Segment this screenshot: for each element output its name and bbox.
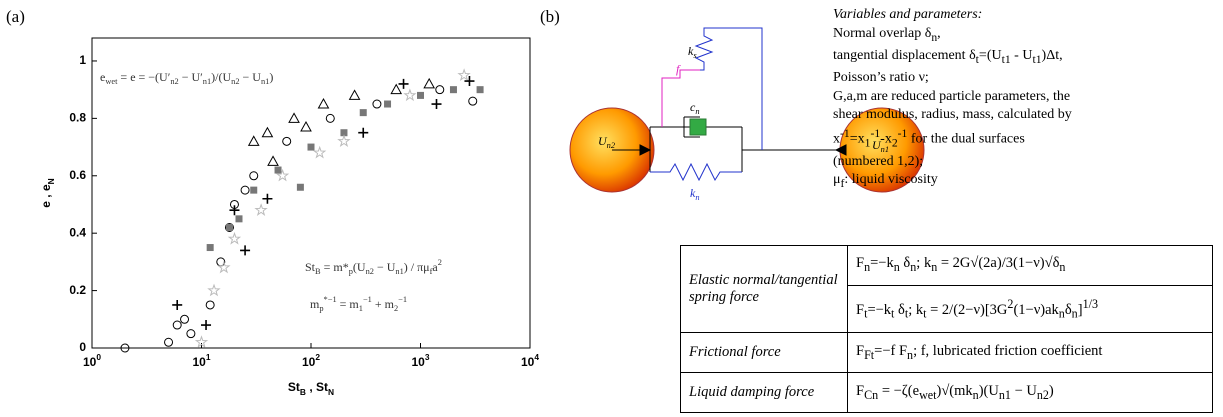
- point: [297, 184, 304, 191]
- point: [384, 101, 391, 108]
- y-tick-label: 0.6: [69, 168, 86, 182]
- notes: Variables and parameters:Normal overlap …: [833, 6, 1072, 193]
- page: (a) (b) 0 0.2 0.4 0.6 0.8 1 100 101 102 103 104 StB…: [0, 0, 1223, 417]
- note-line: Normal overlap δn,: [833, 25, 1072, 47]
- point: [350, 90, 360, 99]
- y-axis-label: e , eN: [39, 178, 56, 207]
- table-cell: FFt=−f Fn; f, lubricated friction coeffi…: [848, 333, 1213, 373]
- table-cell: Liquid damping force: [681, 373, 848, 413]
- point: [432, 99, 442, 109]
- x-tick-label: 103: [411, 352, 429, 369]
- point: [165, 338, 173, 346]
- point: [229, 233, 240, 243]
- note-line: Variables and parameters:: [833, 6, 1072, 25]
- point: [172, 300, 182, 310]
- point: [173, 321, 181, 329]
- point: [339, 136, 350, 146]
- annotation: StB = m*p(Un2 − Un1) / πμfa2: [305, 258, 442, 276]
- diagram-label: kn: [690, 186, 700, 203]
- point: [314, 147, 325, 157]
- point: [209, 285, 220, 295]
- point: [283, 137, 291, 145]
- point: [424, 79, 434, 88]
- point: [477, 86, 484, 93]
- point: [469, 97, 477, 105]
- point: [256, 205, 266, 215]
- table-cell: FCn = −ζ(ewet)√(mkn)(Un1 − Un2): [848, 373, 1213, 413]
- panel-label: (b): [540, 7, 560, 26]
- table-cell: Ft=−kt δt; kt = 2/(2−ν)[3G2(1−ν)aknδn]1/…: [848, 285, 1213, 333]
- table-cell: Elastic normal/tangential spring force: [681, 246, 848, 333]
- table-cell: Fn=−kn δn; kn = 2G√(2a)/3(1−ν)√δn: [848, 246, 1213, 286]
- x-tick-label: 104: [521, 352, 539, 369]
- point: [464, 76, 474, 86]
- note-line: shear modulus, radius, mass, calculated …: [833, 106, 1072, 125]
- y-tick-label: 1: [79, 53, 86, 67]
- point: [249, 136, 259, 145]
- table-cell: Frictional force: [681, 333, 848, 373]
- point: [405, 90, 415, 100]
- point: [289, 113, 299, 122]
- point: [436, 86, 444, 94]
- annotation: mp*−1 = m1−1 + m2−1: [310, 295, 407, 313]
- point: [262, 128, 272, 137]
- point: [262, 194, 272, 204]
- point: [358, 128, 368, 138]
- point: [240, 245, 250, 255]
- point: [235, 215, 242, 222]
- point: [399, 79, 409, 89]
- y-tick-label: 0.4: [69, 225, 86, 239]
- note-line: (numbered 1,2);: [833, 153, 1072, 172]
- point: [308, 144, 315, 151]
- point: [275, 167, 282, 174]
- note-line: μf: liquid viscosity: [833, 171, 1072, 193]
- x-tick-label: 102: [302, 352, 320, 369]
- point: [187, 330, 195, 338]
- point: [301, 122, 311, 131]
- y-tick-label: 0: [79, 340, 86, 354]
- y-tick-label: 0.2: [69, 283, 86, 297]
- point: [250, 187, 257, 194]
- x-tick-label: 100: [83, 352, 101, 369]
- point: [219, 262, 230, 272]
- point: [459, 70, 470, 80]
- point: [360, 109, 367, 116]
- panel-label: (a): [6, 7, 25, 26]
- point: [206, 301, 214, 309]
- note-line: G,a,m are reduced particle parameters, t…: [833, 88, 1072, 107]
- point: [241, 186, 249, 194]
- note-line: x-1=x1-1-x2-1 for the dual surfaces: [833, 125, 1072, 153]
- point: [226, 224, 233, 231]
- point: [326, 114, 334, 122]
- diagram-label: cn: [690, 100, 700, 117]
- point: [250, 172, 258, 180]
- note-line: Poisson’s ratio ν;: [833, 69, 1072, 88]
- point: [207, 244, 214, 251]
- point: [417, 92, 424, 99]
- x-tick-label: 101: [192, 352, 210, 369]
- x-axis-label: StB , StN: [288, 380, 334, 397]
- point: [391, 85, 401, 94]
- plot: 0 0.2 0.4 0.6 0.8 1 100 101 102 103 104 StB , StN e …: [39, 53, 539, 397]
- note-line: tangential displacement δt=(Ut1 - Ut1)Δt…: [833, 47, 1072, 69]
- point: [450, 86, 457, 93]
- point: [181, 315, 189, 323]
- point: [268, 156, 278, 165]
- annotation: ewet = e = −(U′n2 − U′n1)/(Un2 − Un1): [100, 70, 273, 87]
- y-tick-label: 0.8: [69, 111, 86, 125]
- point: [373, 100, 381, 108]
- point: [201, 320, 211, 330]
- point: [318, 99, 328, 108]
